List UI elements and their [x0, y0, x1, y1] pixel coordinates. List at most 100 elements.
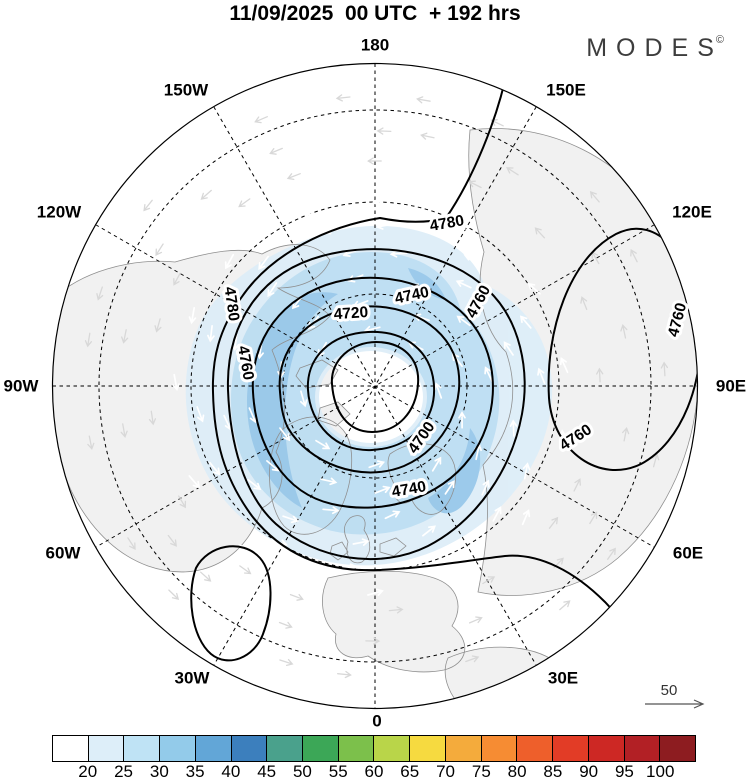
wind-arrow [589, 191, 600, 203]
height-contour [190, 545, 272, 662]
colorbar-cell [124, 736, 161, 761]
wind-arrow [254, 116, 268, 124]
wind-arrow [596, 367, 604, 383]
wind-arrow [267, 282, 278, 298]
wind-arrow [465, 655, 480, 663]
wind-arrow [492, 506, 502, 522]
wind-arrow [315, 439, 331, 450]
height-contour [278, 305, 461, 474]
wind-arrow [121, 329, 129, 344]
colorbar-cell [624, 736, 661, 761]
wind-arrow [559, 356, 569, 374]
wind-arrow [484, 366, 493, 383]
height-contour [306, 330, 436, 452]
colorbar-cell [481, 736, 518, 761]
wind-arrow [573, 478, 581, 492]
wind-arrow [286, 173, 301, 181]
wind-arrow [173, 272, 181, 286]
wind-arrow [200, 189, 212, 200]
wind-arrow [463, 253, 480, 262]
wind-arrow [337, 670, 352, 679]
colorbar-cell [410, 736, 446, 761]
wind-arrow [367, 588, 384, 596]
colorbar-cell [88, 736, 125, 761]
wind-arrow [167, 534, 177, 547]
wind-arrow [527, 282, 541, 295]
colorbar-cell [553, 736, 589, 761]
wind-arrow [404, 559, 420, 569]
wind-arrow [208, 461, 221, 476]
colorbar-cell [160, 736, 196, 761]
colorbar-tick: 45 [257, 762, 277, 781]
wind-arrow [580, 296, 588, 311]
wind-arrow [207, 325, 215, 343]
contour-label: 4780 [428, 212, 465, 235]
coastline [295, 359, 339, 389]
wind-arrow [431, 456, 442, 472]
wind-arrow [258, 255, 269, 271]
graticule-label: 60E [673, 543, 703, 562]
wind-arrow [279, 427, 291, 442]
colorbar-tick: 25 [114, 762, 134, 781]
colorbar-tick: 95 [614, 762, 634, 781]
wind-arrow [376, 127, 392, 135]
coastline [387, 443, 457, 515]
colorbar-cell [338, 736, 375, 761]
copyright-mark: © [715, 34, 724, 46]
map-boundary [51, 62, 699, 710]
wind-arrow [589, 511, 598, 525]
colorbar-tick: 75 [471, 762, 491, 781]
wind-arrow [269, 147, 283, 155]
wind-arrow [320, 477, 338, 486]
wind-arrow [420, 132, 435, 140]
graticule-label: 0 [372, 711, 381, 730]
wind-arrow [224, 253, 235, 270]
height-contour [211, 64, 619, 617]
landmass [322, 571, 465, 672]
wind-arrow [282, 515, 299, 524]
contour-label: 4720 [333, 304, 369, 323]
graticule-label: 150E [546, 80, 586, 99]
wind-arrow [630, 248, 638, 263]
wind-arrow [148, 410, 157, 426]
wind-arrow [155, 243, 164, 257]
wind-arrow [188, 475, 201, 489]
height-contour [226, 248, 526, 561]
coastline [53, 244, 331, 573]
colorbar-cell [517, 736, 554, 761]
wind-arrow [352, 538, 370, 546]
shading-deep [408, 268, 446, 300]
wind-arrow [120, 423, 128, 438]
wind-arrow [238, 198, 251, 208]
colorbar [52, 735, 696, 762]
height-contour [330, 340, 420, 434]
wind-arrow [548, 516, 559, 529]
wind-arrow [279, 658, 294, 667]
wind-arrow [368, 460, 386, 469]
colorbar-cell [445, 736, 482, 761]
wind-arrow [410, 441, 421, 456]
colorbar-tick: 85 [543, 762, 563, 781]
wind-arrow [289, 593, 304, 601]
wind-arrow [559, 600, 571, 611]
height-contour [547, 227, 697, 471]
colorbar-tick-labels: 20 25 30 35 40 45 50 55 60 65 70 75 80 85 90 95 100 [0, 762, 750, 782]
wind-arrow [300, 579, 319, 587]
wind-arrow [519, 315, 532, 329]
wind-arrow [299, 390, 308, 408]
colorbar-tick: 20 [78, 762, 98, 781]
height-contour [251, 276, 494, 509]
colorbar-tick: 80 [507, 762, 527, 781]
wind-arrow [303, 205, 319, 216]
colorbar-tick: 60 [364, 762, 384, 781]
wind-arrow [374, 485, 391, 494]
colorbar-cell [267, 736, 304, 761]
colorbar-tick: 70 [436, 762, 456, 781]
wind-arrow [607, 547, 616, 560]
graticule-label: 30E [548, 668, 578, 687]
wind-arrow [84, 332, 93, 348]
coastline [269, 416, 353, 535]
wind-arrow [371, 197, 389, 206]
wind-arrow [172, 373, 180, 392]
wind-arrow [509, 419, 518, 437]
